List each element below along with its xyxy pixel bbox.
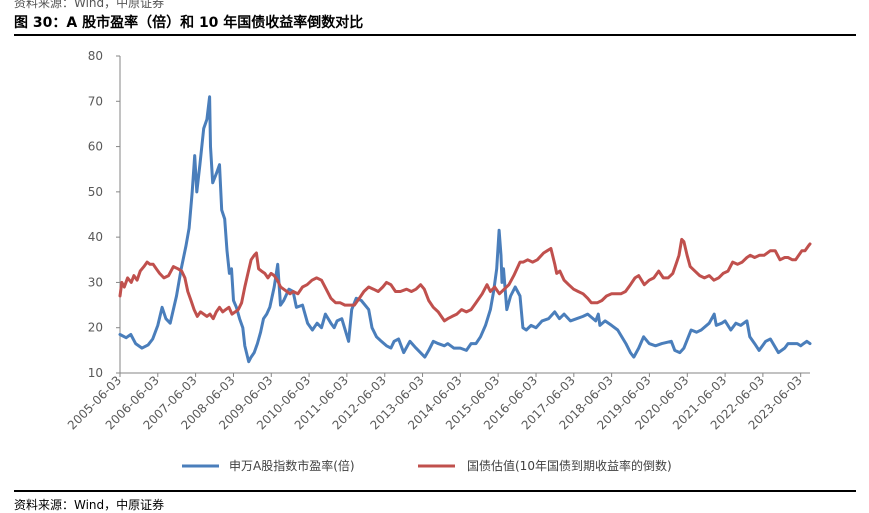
y-tick-label: 20 — [88, 321, 103, 335]
title-rule — [14, 34, 856, 36]
pe-series-line — [118, 95, 812, 364]
y-tick-label: 10 — [88, 366, 103, 380]
bond-series-line — [118, 237, 812, 323]
source-note: 资料来源：Wind，中原证券 — [14, 498, 165, 512]
x-axis: 2005-06-032006-06-032007-06-032008-06-03… — [65, 372, 810, 432]
footer-rule — [14, 490, 856, 492]
y-axis: 10 20 30 40 50 60 70 80 — [88, 49, 121, 380]
chart-title: 图 30：A 股市盈率（倍）和 10 年国债收益率倒数对比 — [14, 15, 364, 31]
y-tick-label: 50 — [88, 185, 103, 199]
y-tick-label: 80 — [88, 49, 103, 63]
legend-label: 申万A股指数市盈率(倍) — [229, 458, 355, 473]
plot-area — [118, 95, 812, 364]
y-tick-label: 60 — [88, 140, 103, 154]
top-source-note: 资料来源：Wind，中原证券 — [14, 0, 165, 10]
legend: 申万A股指数市盈率(倍) 国债估值(10年国债到期收益率的倒数) — [182, 458, 672, 473]
y-tick-label: 40 — [88, 230, 103, 244]
legend-label: 国债估值(10年国债到期收益率的倒数) — [467, 458, 672, 473]
y-tick-label: 30 — [88, 275, 103, 289]
y-tick-label: 70 — [88, 94, 103, 108]
